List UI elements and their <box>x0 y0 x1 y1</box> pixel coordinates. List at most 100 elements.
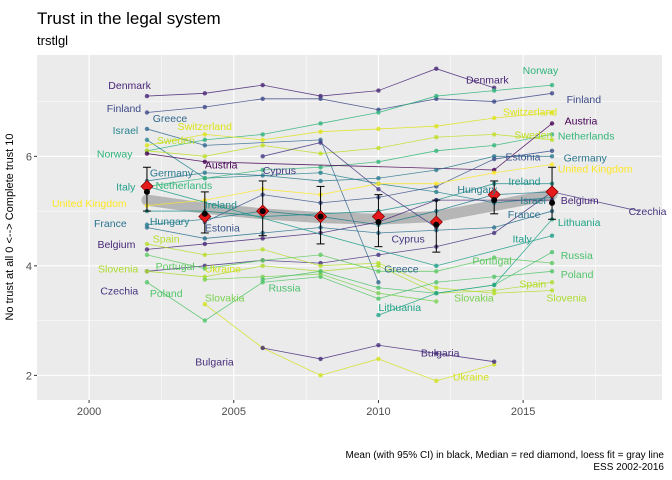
series-point <box>260 236 265 241</box>
series-point <box>144 143 150 148</box>
label-end-poland: Poland <box>561 269 594 281</box>
series-line-russia <box>262 251 553 294</box>
label-end-slovakia: Slovakia <box>454 293 494 305</box>
label-start-ukraine: Ukraine <box>205 264 241 276</box>
label-end-united-kingdom: United Kingdom <box>558 163 633 175</box>
label-start-sweden: Sweden <box>157 135 195 147</box>
series-point <box>491 115 497 121</box>
series-point <box>376 269 381 274</box>
series-point <box>202 176 208 181</box>
series-point <box>491 132 497 137</box>
label-start-poland: Poland <box>150 288 183 300</box>
label-end-netherlands: Netherlands <box>558 131 615 143</box>
label-end-israel: Israel <box>520 195 546 207</box>
series-point <box>549 148 555 154</box>
series-point <box>491 170 497 175</box>
series-point <box>491 225 497 230</box>
series-point <box>491 359 497 364</box>
mean-point <box>317 213 324 220</box>
series-point <box>434 263 439 269</box>
series-point <box>376 176 381 181</box>
series-point <box>202 241 208 247</box>
series-point <box>260 167 265 173</box>
label-start-hungary: Hungary <box>150 216 190 228</box>
series-point <box>376 181 381 186</box>
series-point <box>202 137 208 143</box>
series-point <box>318 356 323 362</box>
series-point <box>549 121 555 126</box>
label-start-france: France <box>94 218 127 230</box>
series-point <box>434 167 439 173</box>
series-point <box>376 285 381 290</box>
series-line-lithuania <box>378 219 553 316</box>
series-point <box>434 148 439 154</box>
axes: 2000 2005 2010 2015 2 4 6 <box>26 151 535 418</box>
label-start-israel: Israel <box>113 125 139 137</box>
mean-point <box>433 221 440 228</box>
series-line-greece <box>146 128 379 283</box>
series-point <box>376 343 381 348</box>
label-start-cyprus: Cyprus <box>391 233 424 245</box>
label-start-bulgaria: Bulgaria <box>421 347 460 359</box>
series-point <box>144 241 150 247</box>
country-labels: Denmark Finland Greece Israel Switzerland Swe… <box>52 65 667 384</box>
series-point <box>260 263 265 269</box>
label-end-sweden: Sweden <box>514 129 552 141</box>
loess-line <box>141 189 558 225</box>
series-point <box>434 181 439 186</box>
series-point <box>549 82 555 88</box>
series-point <box>144 280 150 285</box>
label-start-greece: Greece <box>384 264 419 276</box>
series-line-germany <box>146 155 553 182</box>
label-start-ireland: Ireland <box>205 200 237 212</box>
series-point <box>318 140 323 145</box>
y-tick-label: 4 <box>26 261 32 273</box>
x-tick-label: 2000 <box>77 406 101 418</box>
series-point <box>202 159 208 164</box>
y-tick-label: 2 <box>26 370 32 382</box>
series-point <box>202 104 208 110</box>
series-point <box>434 351 439 356</box>
label-start-czechia: Czechia <box>100 285 138 297</box>
label-start-estonia: Estonia <box>205 223 240 235</box>
series-point <box>434 189 439 195</box>
series-line-united-kingdom <box>146 164 553 206</box>
label-end-estonia: Estonia <box>505 151 540 163</box>
series-point <box>202 301 208 307</box>
series-point <box>144 151 150 156</box>
label-start-italy: Italy <box>116 181 136 193</box>
series-point <box>260 247 265 252</box>
series-point <box>549 260 555 266</box>
series-point <box>318 373 323 378</box>
series-line-slovenia <box>146 265 553 294</box>
label-start-ukraine: Ukraine <box>453 371 489 383</box>
mean-point <box>375 219 382 226</box>
label-start-slovenia: Slovenia <box>98 264 138 276</box>
label-start-finland: Finland <box>107 103 142 115</box>
series-point <box>318 269 323 274</box>
series-point <box>376 110 381 115</box>
series-point <box>318 252 323 258</box>
label-end-austria: Austria <box>565 116 598 128</box>
series-line-hungary <box>146 191 553 226</box>
series-point <box>376 280 381 285</box>
series-line-sweden <box>146 134 553 157</box>
series-point <box>144 110 150 115</box>
series-point <box>260 258 265 263</box>
label-end-ireland: Ireland <box>508 176 540 188</box>
series-point <box>202 318 208 323</box>
series-point <box>318 263 323 269</box>
series-point <box>318 170 323 175</box>
series-point <box>434 93 439 99</box>
label-start-lithuania: Lithuania <box>378 302 421 314</box>
label-start-cyprus: Cyprus <box>263 165 296 177</box>
series-point <box>434 269 439 274</box>
label-end-switzerland: Switzerland <box>503 106 557 118</box>
series-point <box>376 291 381 296</box>
series-point <box>376 312 381 318</box>
series-point <box>491 288 497 293</box>
label-start-belgium: Belgium <box>97 239 135 251</box>
mean-point <box>491 197 498 204</box>
series-point <box>491 143 497 148</box>
series-point <box>318 121 323 126</box>
